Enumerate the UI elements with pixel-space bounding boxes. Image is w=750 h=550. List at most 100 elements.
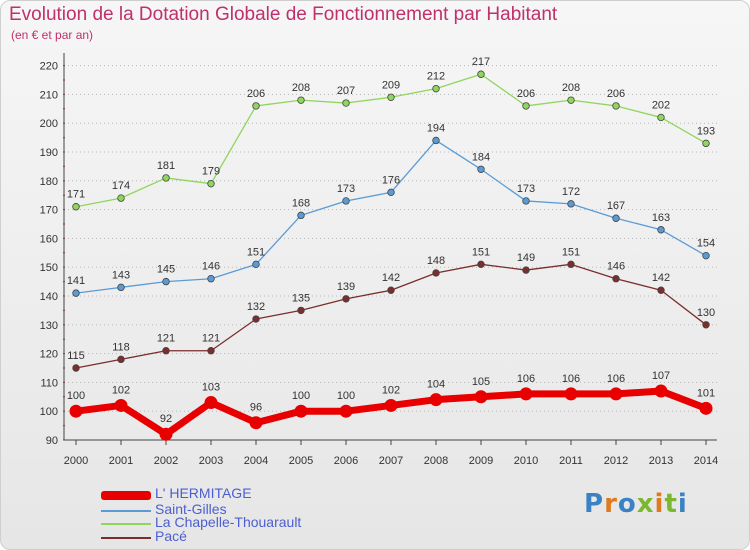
data-label: 107 [652,370,670,382]
x-tick-label: 2014 [694,455,718,467]
data-point [522,102,530,110]
x-tick-label: 2012 [604,455,628,467]
y-tick-label: 160 [40,233,58,245]
data-point [117,194,125,202]
data-point [294,404,308,418]
data-label: 172 [562,186,580,198]
legend-swatch-hermitage [101,491,151,500]
data-label: 206 [517,88,535,100]
data-label: 121 [157,333,175,345]
y-tick-label: 180 [40,176,58,188]
y-tick-label: 190 [40,147,58,159]
data-label: 102 [112,384,130,396]
x-tick-label: 2013 [649,455,673,467]
data-point [162,174,170,182]
data-point [612,214,620,222]
data-point [567,200,575,208]
data-point [429,393,443,407]
data-point [342,99,350,107]
data-point [72,289,80,297]
data-point [342,197,350,205]
data-label: 105 [472,376,490,388]
data-point [207,275,215,283]
data-label: 146 [202,261,220,273]
y-tick-label: 90 [46,435,58,447]
data-label: 102 [382,384,400,396]
y-tick-label: 100 [40,406,58,418]
data-point [387,93,395,101]
data-label: 106 [517,373,535,385]
x-tick-label: 2001 [109,455,133,467]
y-tick-label: 110 [40,377,58,389]
data-point [252,260,260,269]
data-label: 163 [652,212,670,224]
data-point [657,286,665,294]
data-point [702,321,710,329]
data-label: 100 [337,390,355,402]
data-point [297,96,305,104]
data-label: 92 [160,413,172,425]
data-label: 202 [652,99,670,111]
data-point [477,260,485,269]
chart-subtitle: (en € et par an) [11,28,94,42]
x-tick-label: 2008 [424,455,448,467]
data-label: 149 [517,252,535,264]
data-point [609,387,623,401]
logo-letter: i [677,489,688,519]
data-label: 179 [202,166,220,178]
data-point [207,347,215,355]
data-point [612,102,620,110]
data-label: 106 [607,373,625,385]
legend-swatch-la-chapelle [101,523,151,525]
data-point [567,96,575,104]
data-label: 101 [697,387,715,399]
data-point [657,226,665,234]
x-tick-label: 2010 [514,455,538,467]
data-point [69,404,83,418]
data-label: 168 [292,197,310,209]
proxiti-logo: Proxiti [584,489,688,519]
data-point [702,139,710,148]
data-point [387,188,395,197]
x-tick-label: 2004 [244,455,268,467]
data-point [699,401,713,415]
data-label: 118 [112,341,130,353]
data-label: 145 [157,264,175,276]
chart-title: Evolution de la Dotation Globale de Fonc… [9,4,558,25]
data-label: 206 [607,88,625,100]
data-label: 173 [517,183,535,195]
data-label: 142 [382,272,400,284]
logo-letter: t [664,489,678,519]
logo-letter: r [604,489,618,519]
data-point [249,416,263,430]
data-point [252,102,260,110]
data-point [207,179,215,188]
data-point [519,387,533,401]
data-point [159,427,173,441]
data-label: 143 [112,269,130,281]
data-point [702,251,710,260]
x-tick-label: 2011 [559,455,583,467]
data-point [654,384,668,398]
data-label: 148 [427,255,445,267]
data-point [162,347,170,355]
data-label: 184 [472,151,490,163]
data-label: 121 [202,333,220,345]
data-label: 130 [697,307,715,319]
data-label: 194 [427,122,445,134]
data-point [474,390,488,404]
x-tick-label: 2009 [469,455,493,467]
data-label: 181 [157,160,175,172]
data-label: 132 [247,301,265,313]
data-label: 212 [427,71,445,83]
data-point [522,266,530,274]
y-tick-label: 120 [40,349,58,361]
data-point [204,396,218,410]
data-label: 171 [67,189,85,201]
data-label: 174 [112,180,130,192]
data-label: 100 [67,390,85,402]
data-label: 151 [562,246,580,258]
data-label: 193 [697,125,715,137]
